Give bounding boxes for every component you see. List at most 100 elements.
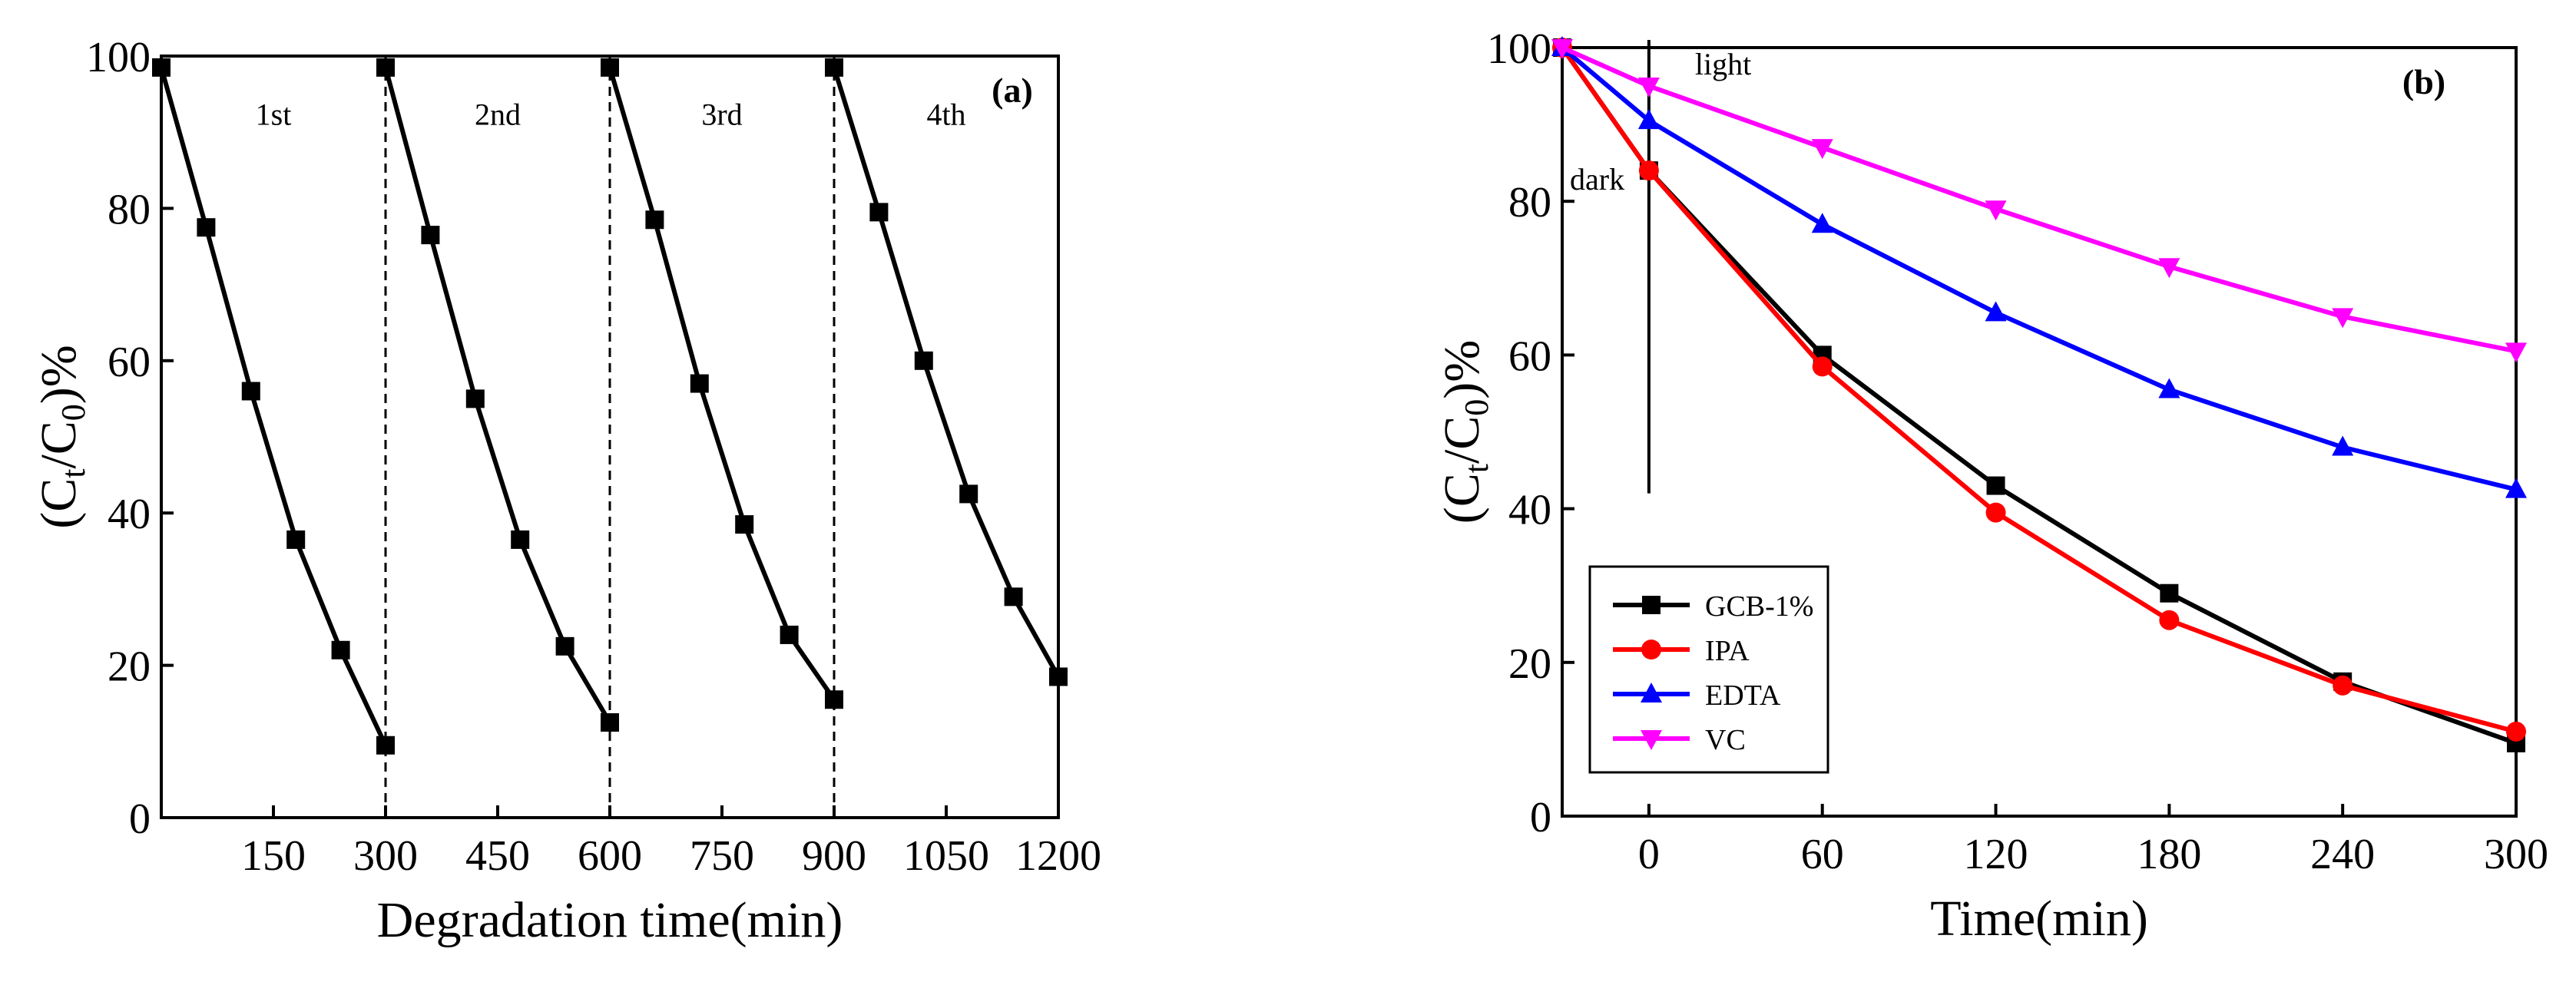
legend-marker bbox=[1641, 683, 1662, 702]
data-point-GCB-1% bbox=[1986, 476, 2005, 495]
x-tick-label-a: 300 bbox=[353, 832, 418, 880]
y-tick-label-a: 40 bbox=[108, 491, 151, 538]
series-line-EDTA bbox=[1561, 45, 2517, 492]
data-point-VC bbox=[1811, 139, 1833, 160]
data-point-cycle-2 bbox=[465, 389, 485, 408]
legend-label: IPA bbox=[1705, 635, 1750, 667]
x-tick-label-a: 900 bbox=[802, 832, 866, 880]
y-title-pre-b: (C bbox=[1434, 473, 1490, 524]
data-point-IPA bbox=[2333, 675, 2353, 696]
y-axis-title-b: (Ct/C0)% bbox=[1434, 340, 1495, 524]
x-tick-label-b: 0 bbox=[1638, 831, 1660, 878]
legend-item: GCB-1% bbox=[1613, 590, 1813, 623]
y-title-post-b: )% bbox=[1434, 340, 1490, 399]
y-title-pre-a: (C bbox=[31, 478, 87, 529]
y-tick-label-b: 60 bbox=[1508, 332, 1551, 380]
y-title-mid-a: /C bbox=[31, 421, 87, 468]
y-tick-label-b: 0 bbox=[1530, 794, 1551, 841]
data-point-cycle-2 bbox=[601, 713, 619, 732]
y-tick-label-b: 80 bbox=[1508, 179, 1551, 226]
y-title-sub-0-a: 0 bbox=[55, 404, 92, 421]
data-point-EDTA bbox=[2332, 435, 2354, 456]
data-point-cycle-1 bbox=[331, 640, 350, 659]
data-point-cycle-4 bbox=[825, 58, 843, 77]
data-point-cycle-2 bbox=[376, 58, 395, 77]
legend-item: EDTA bbox=[1613, 679, 1781, 712]
y-tick-label-b: 20 bbox=[1508, 640, 1551, 688]
data-point-EDTA bbox=[1985, 301, 2007, 322]
data-point-cycle-4 bbox=[1004, 587, 1023, 607]
legend-marker bbox=[1642, 596, 1660, 614]
series-line-cycle-2 bbox=[383, 67, 612, 724]
x-tick-label-a: 1200 bbox=[1015, 832, 1101, 880]
axis-ticks-b: 0 20 40 60 80 100 0 60 120 180 240 300 bbox=[1487, 25, 2548, 878]
y-tick-label-b: 100 bbox=[1487, 25, 1551, 73]
x-tick-label-a: 750 bbox=[690, 832, 754, 880]
data-point-cycle-1 bbox=[376, 736, 395, 755]
x-tick-label-b: 180 bbox=[2137, 831, 2201, 878]
data-point-cycle-4 bbox=[1049, 667, 1068, 686]
data-point-IPA bbox=[1812, 356, 1833, 377]
data-point-IPA bbox=[1985, 502, 2006, 523]
x-axis-title-a: Degradation time(min) bbox=[377, 892, 843, 948]
data-point-VC bbox=[2332, 308, 2354, 329]
data-point-IPA bbox=[2506, 721, 2526, 742]
cycle-label: 3rd bbox=[701, 97, 742, 131]
cycle-labels-a: 1st 2nd 3rd 4th bbox=[256, 97, 966, 131]
y-axis-title-a: (Ct/C0)% bbox=[31, 345, 92, 529]
data-point-cycle-4 bbox=[914, 351, 933, 370]
data-point-EDTA bbox=[1811, 213, 1833, 233]
cycle-label: 2nd bbox=[475, 97, 521, 131]
series-line-cycle-1 bbox=[159, 67, 388, 747]
y-title-sub-t-a: t bbox=[55, 469, 92, 478]
data-point-cycle-1 bbox=[197, 218, 216, 237]
legend: GCB-1% IPA EDTA VC bbox=[1588, 565, 1829, 774]
series-line-cycle-4 bbox=[832, 66, 1061, 678]
y-tick-label-a: 60 bbox=[108, 339, 151, 386]
light-annotation: light bbox=[1695, 47, 1751, 81]
y-title-mid-b: /C bbox=[1434, 416, 1490, 464]
cycle-label: 1st bbox=[256, 97, 292, 131]
panel-a: 0 20 40 60 80 100 150 300 450 600 750 900 1050 1200 1… bbox=[31, 34, 1101, 948]
data-point-VC bbox=[1985, 200, 2007, 221]
dark-annotation: dark bbox=[1570, 162, 1624, 197]
data-point-cycle-4 bbox=[869, 203, 889, 222]
y-tick-label-b: 40 bbox=[1508, 487, 1551, 534]
data-point-IPA bbox=[1638, 160, 1659, 181]
cycle-separators-a bbox=[384, 56, 836, 818]
series-line-cycle-3 bbox=[608, 67, 836, 701]
panel-label-a: (a) bbox=[992, 71, 1033, 110]
y-tick-label-a: 100 bbox=[86, 34, 151, 81]
x-tick-label-b: 60 bbox=[1801, 831, 1844, 878]
data-point-cycle-2 bbox=[421, 226, 440, 245]
y-tick-label-a: 0 bbox=[129, 795, 151, 843]
data-point-cycle-3 bbox=[601, 58, 619, 77]
x-tick-label-b: 120 bbox=[1964, 831, 2028, 878]
y-tick-label-a: 20 bbox=[108, 643, 151, 691]
data-point-cycle-3 bbox=[645, 210, 664, 230]
data-point-EDTA bbox=[2158, 378, 2180, 398]
data-point-cycle-2 bbox=[555, 636, 574, 656]
data-point-VC bbox=[1551, 39, 1573, 59]
plot-frame-b bbox=[1561, 46, 2518, 818]
data-point-EDTA bbox=[2505, 478, 2527, 498]
data-point-cycle-1 bbox=[286, 530, 306, 549]
x-tick-label-a: 600 bbox=[578, 832, 642, 880]
x-tick-label-b: 300 bbox=[2484, 831, 2548, 878]
series-line-VC bbox=[1561, 45, 2517, 354]
legend-marker bbox=[1641, 730, 1662, 750]
data-point-cycle-4 bbox=[959, 484, 978, 504]
y-title-post-a: )% bbox=[31, 345, 87, 404]
data-point-VC bbox=[1637, 78, 1660, 98]
panel-label-b: (b) bbox=[2402, 62, 2445, 101]
data-point-VC bbox=[2505, 342, 2527, 363]
data-point-cycle-2 bbox=[511, 530, 530, 549]
data-point-cycle-3 bbox=[780, 625, 799, 644]
data-point-VC bbox=[2158, 258, 2180, 279]
x-tick-label-a: 450 bbox=[465, 832, 530, 880]
data-point-cycle-3 bbox=[690, 374, 709, 393]
data-point-GCB-1% bbox=[2160, 583, 2179, 603]
x-axis-title-b: Time(min) bbox=[1930, 891, 2148, 947]
x-tick-label-a: 1050 bbox=[903, 832, 989, 880]
